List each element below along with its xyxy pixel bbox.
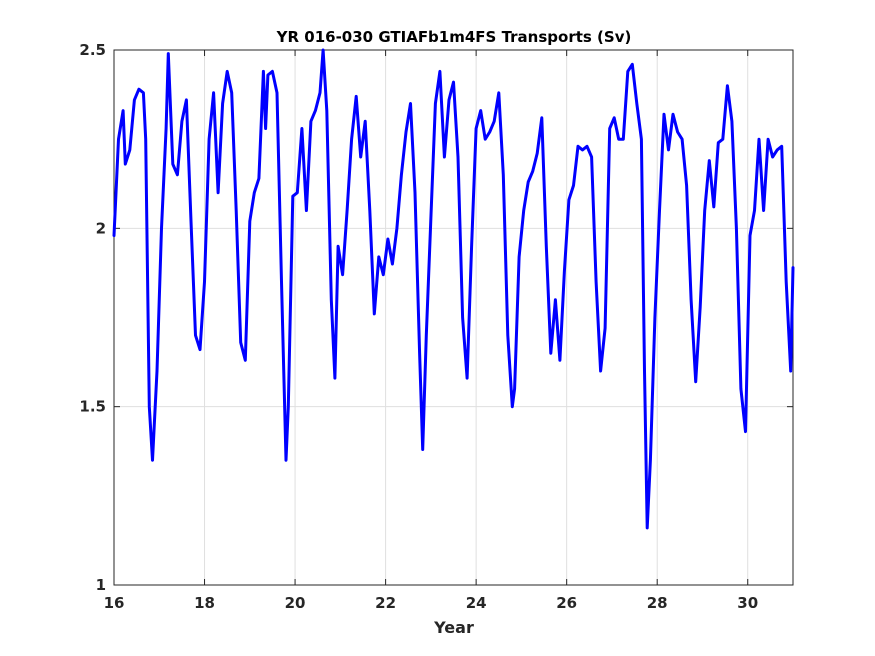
y-tick-label: 1.5 xyxy=(79,398,106,416)
x-tick-label: 16 xyxy=(104,594,125,612)
x-axis-label: Year xyxy=(433,618,474,637)
x-tick-label: 24 xyxy=(466,594,487,612)
tick-labels: 16 18 20 22 24 26 28 30 1 1.5 2 2.5 xyxy=(79,41,758,612)
y-tick-label: 2.5 xyxy=(79,41,106,59)
chart-title: YR 016-030 GTIAFb1m4FS Transports (Sv) xyxy=(276,28,632,46)
x-tick-label: 30 xyxy=(737,594,758,612)
y-tick-label: 1 xyxy=(96,576,106,594)
x-tick-label: 18 xyxy=(194,594,215,612)
x-tick-label: 22 xyxy=(375,594,396,612)
y-tick-label: 2 xyxy=(96,219,106,237)
series-line-0 xyxy=(112,48,795,530)
x-tick-label: 26 xyxy=(556,594,577,612)
x-tick-label: 20 xyxy=(285,594,306,612)
x-tick-label: 28 xyxy=(647,594,668,612)
series-layer xyxy=(112,48,795,530)
